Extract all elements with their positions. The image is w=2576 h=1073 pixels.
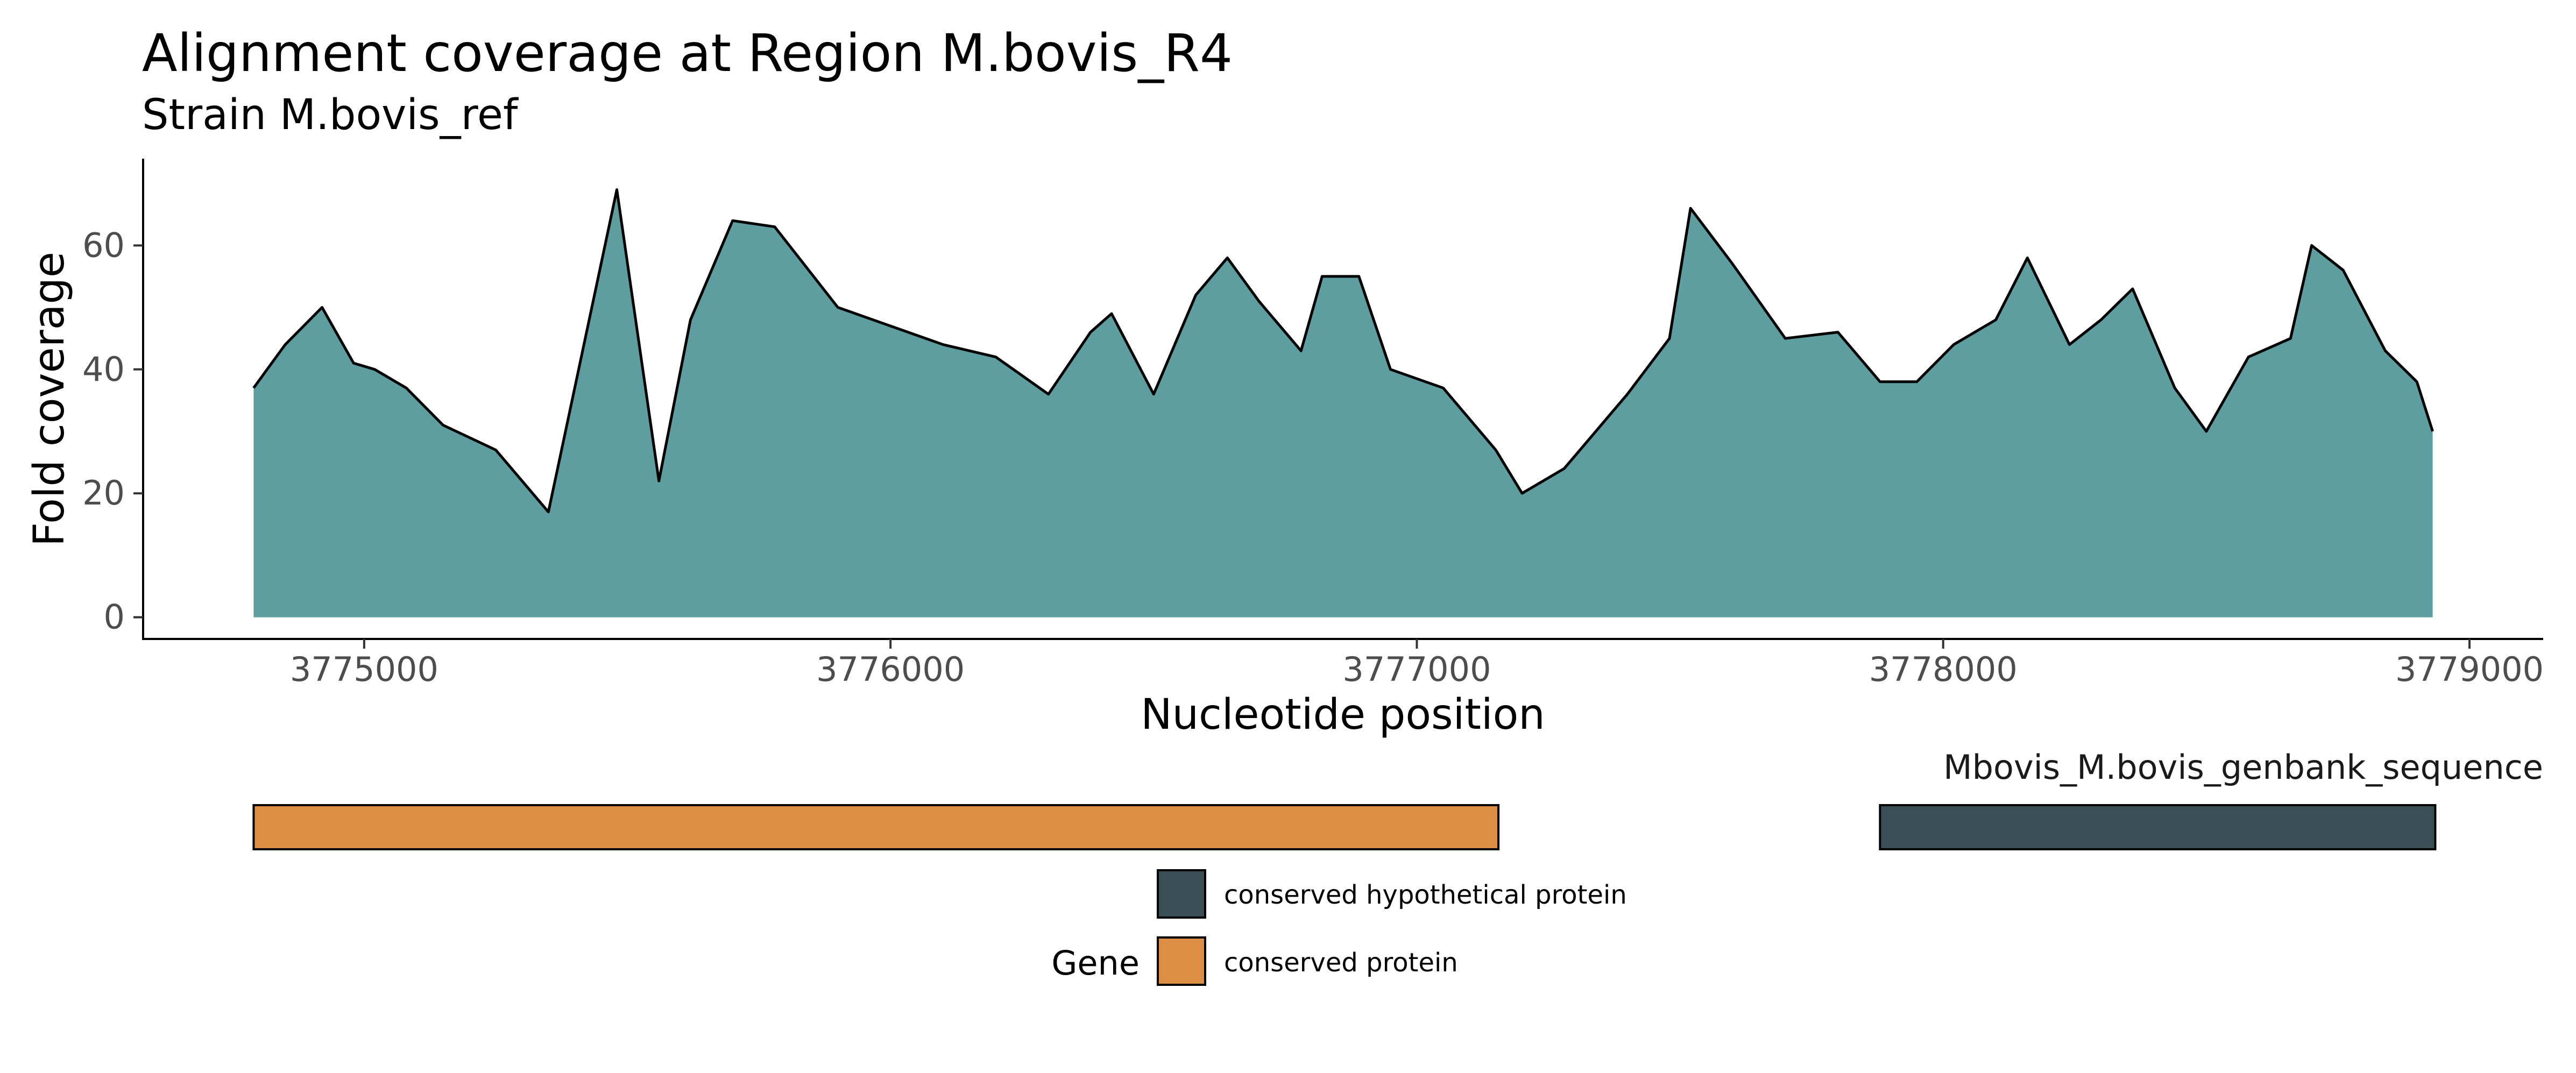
x-axis-ticks: 3775000 3776000 3777000 3778000 3779000	[290, 639, 2544, 689]
coverage-area	[253, 189, 2433, 617]
x-tick-label: 3779000	[2395, 650, 2544, 689]
coverage-area-layer	[252, 188, 2434, 617]
coverage-line	[252, 188, 2434, 514]
gene-track-label: Mbovis_M.bovis_genbank_sequence	[1943, 748, 2543, 787]
chart-subtitle: Strain M.bovis_ref	[142, 91, 519, 139]
legend-label-hypothetical: conserved hypothetical protein	[1224, 880, 1627, 910]
y-tick-label: 40	[82, 350, 125, 389]
gene-track: Mbovis_M.bovis_genbank_sequence	[252, 748, 2543, 850]
legend-title: Gene	[1051, 943, 1140, 983]
y-tick-label: 60	[82, 225, 125, 265]
y-axis-title: Fold coverage	[25, 252, 74, 546]
gene-legend: Gene conserved hypothetical protein cons…	[1051, 869, 1627, 986]
x-tick-label: 3776000	[816, 650, 965, 689]
y-axis-ticks: 0 20 40 60	[82, 225, 143, 637]
y-tick-label: 20	[82, 473, 125, 513]
y-tick-label: 0	[104, 598, 125, 637]
coverage-plot: 0 20 40 60 3775000 3776000 3777000 3778000 3779…	[82, 159, 2544, 689]
x-axis-title: Nucleotide position	[1141, 691, 1545, 739]
chart-title: Alignment coverage at Region M.bovis_R4	[142, 23, 1233, 83]
legend-key-conserved	[1157, 936, 1206, 986]
legend-label-conserved: conserved protein	[1224, 948, 1458, 978]
x-tick-label: 3775000	[290, 650, 438, 689]
gene-bar	[252, 804, 1500, 850]
x-tick-label: 3778000	[1869, 650, 2018, 689]
legend-key-hypothetical	[1157, 869, 1206, 919]
gene-bar	[1879, 804, 2437, 850]
x-tick-label: 3777000	[1342, 650, 1491, 689]
